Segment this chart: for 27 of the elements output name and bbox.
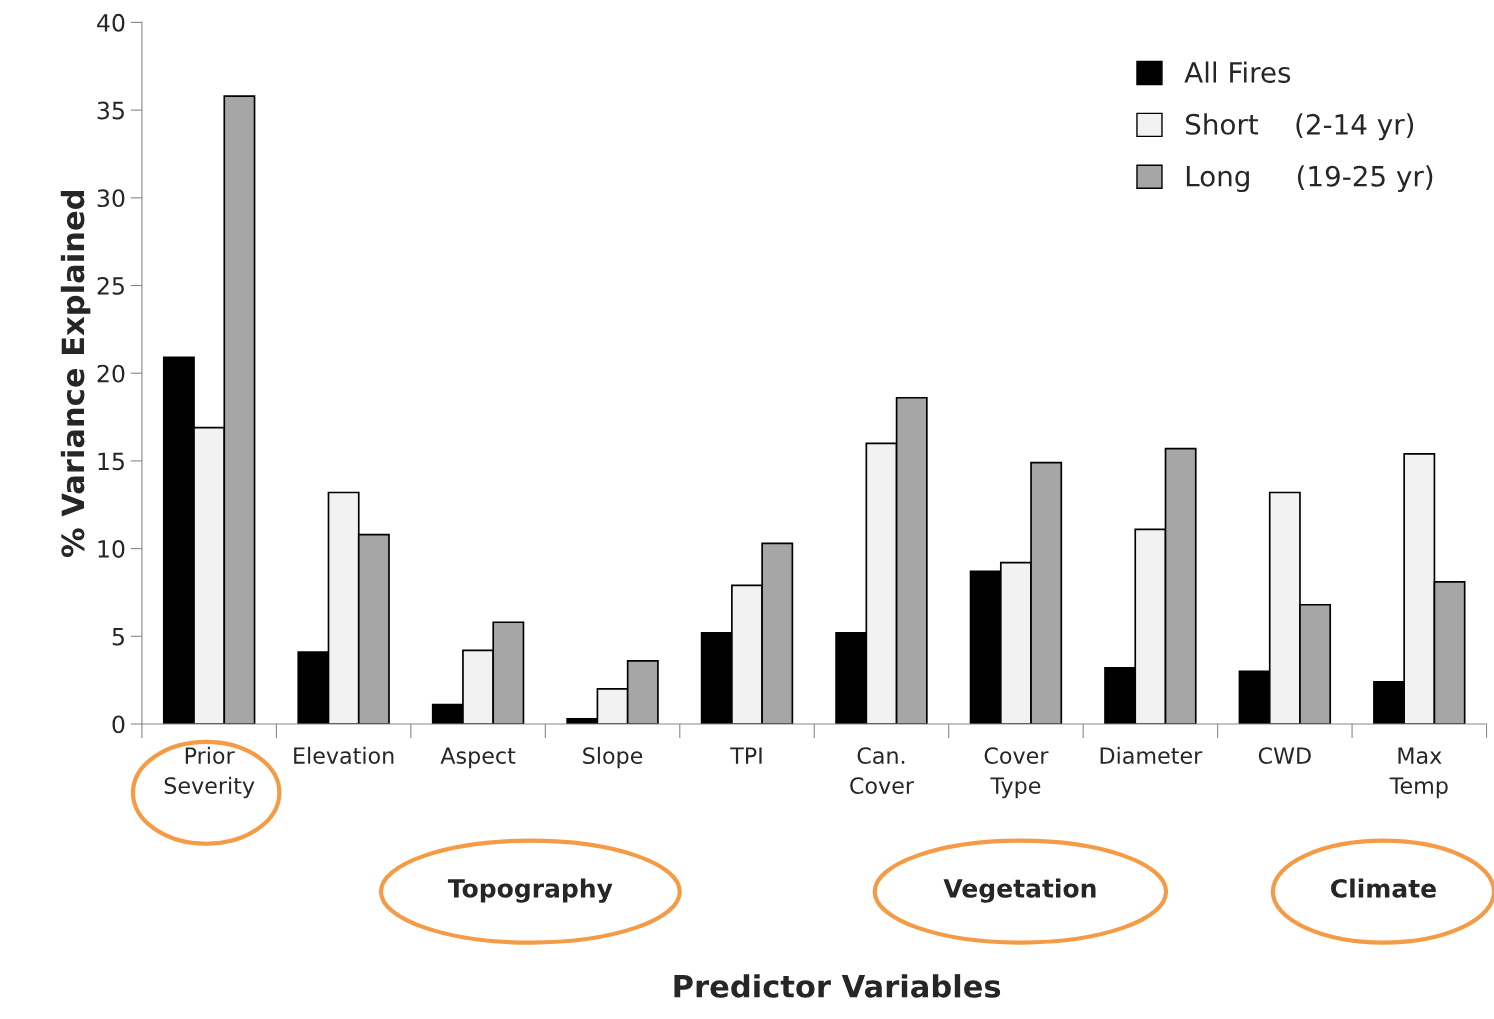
x-tick-label: Can. Cover [850,747,914,794]
y-axis-title: % Variance Explained [60,190,91,558]
text: Climate [1331,878,1436,898]
x-tick-label: TPI [730,747,762,764]
x-tick-label: Cover Type [984,747,1049,799]
y-tick-label: 40 [97,13,125,32]
x-tick-label: Max Temp [1389,747,1448,799]
y-tick-label: 15 [98,452,124,471]
y-tick-label: 5 [112,628,124,646]
x-tick-label: Slope [583,746,643,769]
x-tick-label: Aspect [440,747,516,769]
x-tick-label: CWD [1258,747,1311,764]
y-tick-label: 35 [97,101,124,120]
x-tick-label: Diameter [1100,746,1203,764]
text: Vegetation [943,878,1096,903]
y-tick-label: 10 [98,540,125,558]
legend-label: Long (19-25 yr) [1186,165,1433,193]
y-tick-label: 25 [97,276,124,295]
legend-label: All Fires [1184,61,1291,83]
text: Predictor Variables [674,974,1001,998]
x-tick-label: Elevation [294,746,394,764]
legend-label: Short (2-14 yr) [1186,113,1414,141]
y-tick-label: 0 [112,715,125,734]
x-tick-label: Prior Severity [164,746,255,799]
y-tick-label: 20 [97,364,125,383]
y-tick-label: 30 [97,189,125,208]
text: Topography [447,878,613,903]
